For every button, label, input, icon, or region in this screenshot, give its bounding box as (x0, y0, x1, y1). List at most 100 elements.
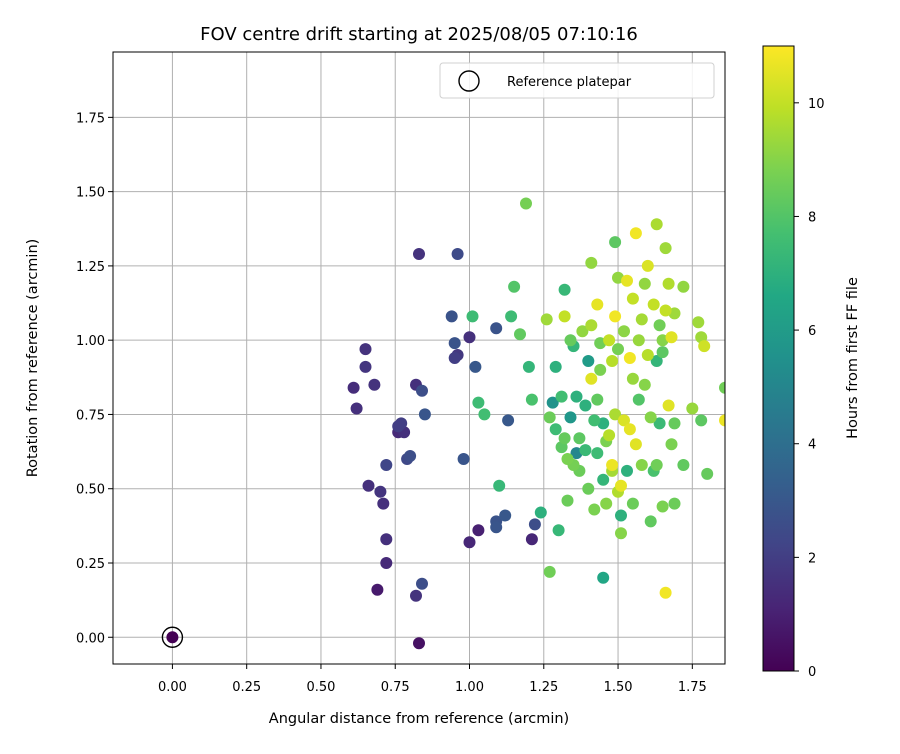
y-tick-label: 1.50 (76, 186, 105, 201)
data-point (585, 372, 598, 385)
data-point (623, 352, 636, 364)
data-point (644, 515, 657, 528)
data-point (514, 328, 526, 341)
data-point (570, 390, 583, 403)
data-point (615, 509, 627, 522)
data-point (558, 310, 571, 323)
data-point (597, 571, 610, 584)
data-point (653, 417, 666, 430)
data-point (540, 313, 553, 326)
data-point (653, 319, 666, 332)
grid-lines (113, 52, 725, 664)
data-point (686, 402, 699, 415)
data-point (359, 360, 372, 373)
data-point (588, 414, 601, 427)
x-tick-label: 0.50 (306, 680, 335, 695)
data-point (558, 283, 571, 296)
data-point (466, 310, 479, 323)
data-point (591, 298, 604, 311)
data-point (659, 304, 672, 317)
data-point (719, 414, 725, 427)
data-point (395, 417, 408, 430)
data-point (368, 378, 381, 391)
data-point (692, 316, 705, 329)
data-point (451, 248, 464, 260)
data-point (448, 352, 461, 364)
data-point (579, 399, 592, 412)
data-point (695, 414, 708, 427)
data-point (404, 450, 417, 462)
data-point (603, 334, 616, 347)
data-point (555, 390, 568, 403)
data-point (591, 393, 604, 406)
y-tick-label: 0.00 (76, 631, 105, 646)
y-tick-label: 1.00 (76, 334, 105, 349)
x-tick-label: 1.75 (678, 680, 707, 695)
data-point (650, 459, 663, 471)
data-point (647, 298, 660, 311)
data-point (416, 577, 428, 590)
data-point (534, 506, 547, 519)
data-point (561, 494, 574, 507)
data-point (552, 524, 565, 537)
legend: Reference platepar (439, 62, 715, 99)
data-point (350, 402, 363, 415)
data-point (463, 331, 476, 344)
data-point (668, 417, 681, 430)
data-point (641, 349, 654, 361)
data-point (641, 259, 654, 272)
y-tick-label: 1.75 (76, 111, 105, 126)
colorbar-tick-label: 10 (808, 97, 825, 112)
plot-frame (112, 51, 726, 665)
data-point (659, 242, 672, 255)
data-point (508, 280, 521, 293)
data-point (623, 423, 636, 436)
data-point (588, 503, 601, 516)
data-point (478, 408, 491, 421)
data-point (490, 322, 503, 335)
data-point (629, 227, 642, 240)
data-point (374, 485, 387, 498)
data-point (359, 343, 372, 356)
data-point (600, 497, 613, 510)
data-point (659, 586, 672, 599)
colorbar-tick-label: 8 (808, 210, 816, 225)
data-point (413, 637, 425, 650)
data-point (416, 384, 428, 397)
data-point (594, 363, 607, 376)
data-point (644, 411, 657, 424)
data-point (558, 432, 571, 445)
data-point (626, 372, 639, 385)
y-tick-label: 0.75 (76, 408, 105, 423)
reference-platepar-marker (161, 626, 184, 648)
data-point (677, 280, 690, 293)
data-point (472, 396, 485, 409)
x-axis-ticks: 0.00 0.25 0.50 0.75 1.00 1.25 1.50 1.75 (158, 664, 707, 695)
data-point (626, 497, 639, 510)
y-axis-label: Rotation from reference (arcmin) (25, 239, 41, 478)
data-point (490, 521, 503, 534)
data-point (579, 444, 592, 457)
data-point (472, 524, 485, 537)
legend-box (439, 62, 715, 99)
data-point (585, 319, 598, 332)
data-point (638, 378, 651, 391)
data-point (371, 583, 384, 596)
data-point (606, 355, 619, 367)
data-point (463, 536, 476, 549)
data-point (564, 334, 577, 347)
data-point (525, 533, 538, 546)
legend-label: Reference platepar (507, 75, 632, 90)
data-point (502, 414, 515, 427)
data-point (656, 346, 669, 359)
data-point (618, 414, 630, 427)
data-point (618, 325, 630, 338)
data-point (499, 509, 512, 522)
data-point (380, 557, 393, 569)
data-point (635, 313, 648, 326)
colorbar-ticks: 0 2 4 6 8 10 (794, 97, 825, 680)
y-tick-label: 0.25 (76, 557, 105, 572)
data-point (606, 459, 619, 471)
data-point (591, 447, 604, 460)
data-point (609, 310, 622, 323)
